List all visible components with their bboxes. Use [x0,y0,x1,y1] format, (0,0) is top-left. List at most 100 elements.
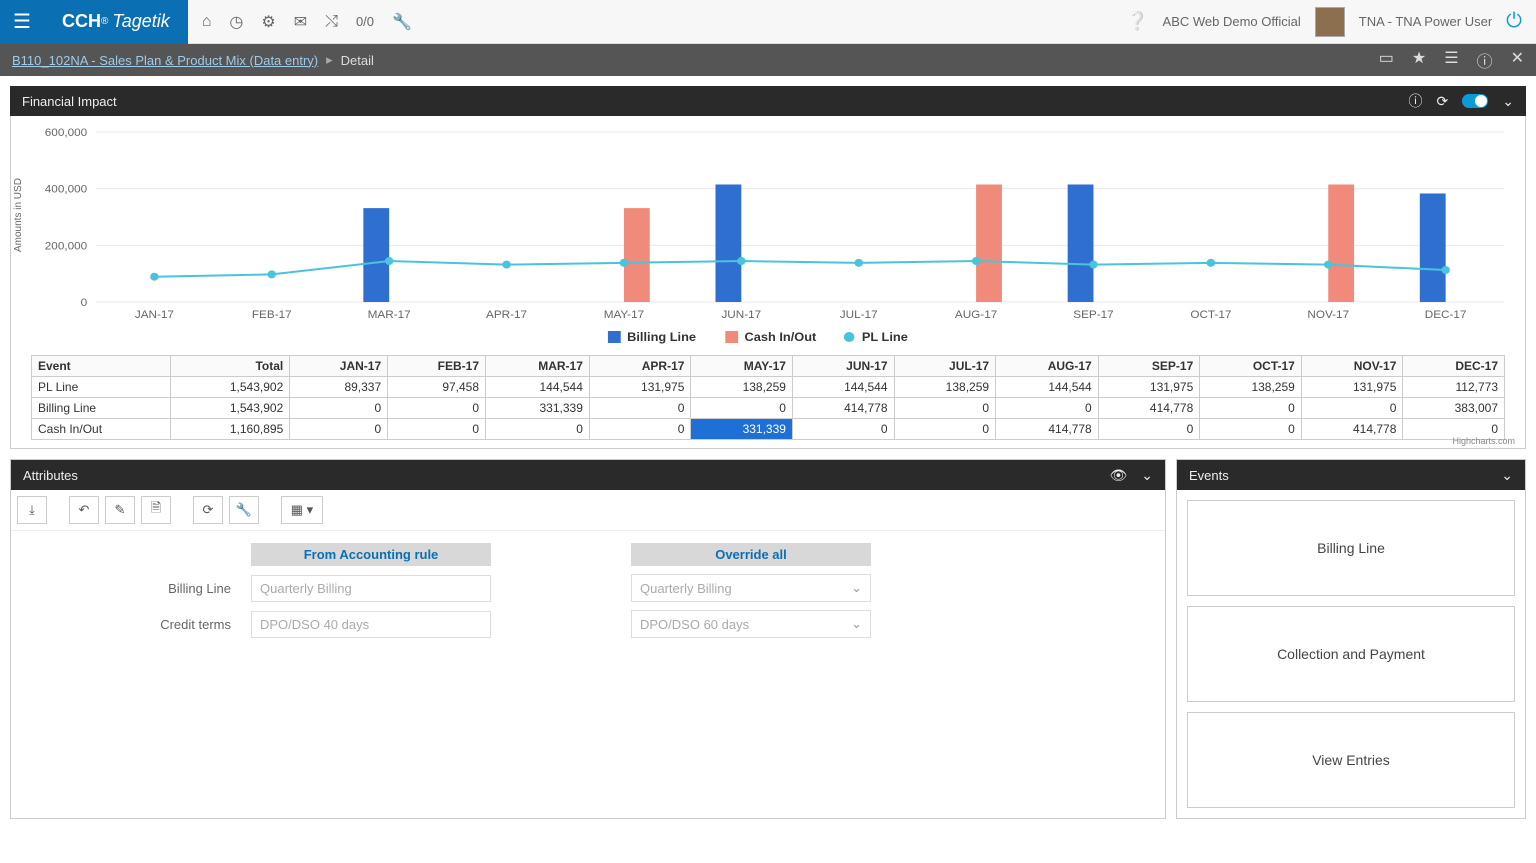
event-card[interactable]: Billing Line [1187,500,1515,596]
events-collapse-icon[interactable]: ⌄ [1501,467,1513,484]
attr-undo-button[interactable]: ↶ [69,496,99,524]
list-icon[interactable]: ☰ [1444,48,1458,72]
shuffle-icon[interactable]: ⤭ [325,13,338,31]
table-cell[interactable]: 383,007 [1403,398,1505,419]
table-cell[interactable]: 131,975 [589,377,691,398]
home-icon[interactable]: ⌂ [202,13,212,31]
attr-export-button[interactable]: ⤓ [17,496,47,524]
table-cell[interactable]: 0 [1200,398,1302,419]
table-month-hdr: AUG-17 [996,356,1099,377]
financial-chart: 0200,000400,000600,000JAN-17FEB-17MAR-17… [21,122,1515,352]
svg-text:AUG-17: AUG-17 [955,309,997,321]
table-cell[interactable]: 414,778 [1098,398,1200,419]
table-cell[interactable]: 0 [290,419,388,440]
chevron-down-icon: ⌄ [851,616,862,632]
table-cell[interactable]: 0 [1301,398,1403,419]
table-cell[interactable]: 97,458 [388,377,486,398]
financial-table: EventTotalJAN-17FEB-17MAR-17APR-17MAY-17… [31,355,1505,440]
table-cell[interactable]: 144,544 [792,377,894,398]
table-cell[interactable]: 0 [589,398,691,419]
attr-collapse-icon[interactable]: ⌄ [1141,467,1153,484]
table-cell[interactable]: 0 [290,398,388,419]
attr-override-select[interactable]: Quarterly Billing⌄ [631,574,871,602]
table-month-hdr: MAR-17 [486,356,590,377]
table-cell[interactable]: 0 [1200,419,1302,440]
table-cell[interactable]: 414,778 [996,419,1099,440]
table-cell[interactable]: 0 [1098,419,1200,440]
hamburger-menu[interactable]: ☰ [0,0,44,44]
attr-row-label: Credit terms [31,617,231,632]
info-icon[interactable]: ⓘ [1477,48,1493,72]
table-cell[interactable]: 0 [486,419,590,440]
table-cell[interactable]: 0 [894,419,996,440]
chart-y-axis-label: Amounts in USD [13,178,24,252]
table-month-hdr: OCT-17 [1200,356,1302,377]
breadcrumb-link[interactable]: B110_102NA - Sales Plan & Product Mix (D… [12,53,318,68]
events-title: Events [1189,468,1229,483]
table-month-hdr: APR-17 [589,356,691,377]
star-icon[interactable]: ★ [1412,48,1426,72]
attr-edit-button[interactable]: ✎ [105,496,135,524]
table-cell[interactable]: 331,339 [691,419,793,440]
table-cell[interactable]: 0 [894,398,996,419]
table-cell[interactable]: 0 [589,419,691,440]
event-card[interactable]: View Entries [1187,712,1515,808]
table-cell[interactable]: 0 [388,398,486,419]
table-month-hdr: DEC-17 [1403,356,1505,377]
help-icon[interactable]: ❔ [1126,11,1148,32]
financial-impact-title: Financial Impact [22,94,117,109]
attr-col-rule: From Accounting rule [251,543,491,566]
wrench-icon[interactable]: 🔧 [392,12,412,32]
panel-info-icon[interactable]: ⓘ [1409,91,1423,111]
svg-text:MAY-17: MAY-17 [604,309,644,321]
svg-text:DEC-17: DEC-17 [1425,309,1467,321]
close-icon[interactable]: ✕ [1511,48,1524,72]
clock-icon[interactable]: ◷ [229,12,243,32]
table-cell[interactable]: 331,339 [486,398,590,419]
table-cell[interactable]: 414,778 [1301,419,1403,440]
window-icon[interactable]: ▭ [1379,48,1394,72]
table-cell[interactable]: 112,773 [1403,377,1505,398]
table-cell[interactable]: 144,544 [996,377,1099,398]
attr-save-button[interactable]: 🗎 [141,496,171,524]
svg-text:FEB-17: FEB-17 [252,309,292,321]
avatar[interactable] [1315,7,1345,37]
attr-eye-icon[interactable]: 👁 [1109,467,1127,484]
attr-col-override: Override all [631,543,871,566]
chevron-down-icon: ⌄ [851,580,862,596]
table-cell[interactable]: 414,778 [792,398,894,419]
table-row: Cash In/Out1,160,8950000331,33900414,778… [32,419,1505,440]
table-cell[interactable]: 131,975 [1301,377,1403,398]
panel-collapse-icon[interactable]: ⌄ [1502,93,1514,110]
table-cell[interactable]: 131,975 [1098,377,1200,398]
attr-view-dropdown[interactable]: ▦ ▾ [281,496,323,524]
panel-toggle[interactable] [1462,94,1488,108]
table-cell[interactable]: 0 [792,419,894,440]
table-cell[interactable]: 138,259 [691,377,793,398]
user-name: TNA - TNA Power User [1359,14,1492,29]
table-cell[interactable]: 144,544 [486,377,590,398]
app-logo: CCH®Tagetik [44,0,188,44]
svg-text:600,000: 600,000 [45,127,87,139]
attr-refresh-button[interactable]: ⟳ [193,496,223,524]
gear-icon[interactable]: ⚙ [261,12,275,32]
table-month-hdr: NOV-17 [1301,356,1403,377]
mail-icon[interactable]: ✉ [294,12,307,32]
attributes-title: Attributes [23,468,78,483]
svg-text:OCT-17: OCT-17 [1190,309,1231,321]
panel-refresh-icon[interactable]: ⟳ [1437,93,1449,110]
power-icon[interactable]: ⏻ [1506,10,1522,33]
table-cell[interactable]: 138,259 [1200,377,1302,398]
table-cell[interactable]: 0 [996,398,1099,419]
svg-text:JAN-17: JAN-17 [135,309,174,321]
svg-text:JUN-17: JUN-17 [721,309,761,321]
table-cell[interactable]: 138,259 [894,377,996,398]
table-cell[interactable]: 0 [388,419,486,440]
table-month-hdr: JUN-17 [792,356,894,377]
table-cell[interactable]: 89,337 [290,377,388,398]
svg-text:PL Line: PL Line [862,330,908,344]
attr-wrench-button[interactable]: 🔧 [229,496,259,524]
event-card[interactable]: Collection and Payment [1187,606,1515,702]
table-cell[interactable]: 0 [691,398,793,419]
attr-override-select[interactable]: DPO/DSO 60 days⌄ [631,610,871,638]
